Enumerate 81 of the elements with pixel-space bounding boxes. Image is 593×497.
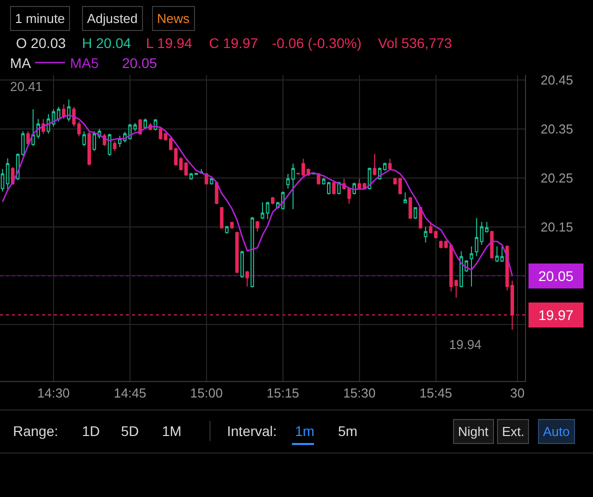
text: News xyxy=(157,11,190,26)
candlestick xyxy=(490,230,494,260)
candlestick xyxy=(352,182,356,195)
text: 1m xyxy=(295,423,314,439)
text: Ext. xyxy=(502,424,524,439)
candlestick xyxy=(138,118,142,136)
x-tick-label: 15:30 xyxy=(343,386,376,401)
text: Interval: xyxy=(227,423,277,439)
candlestick xyxy=(470,246,474,288)
text: 1M xyxy=(162,423,182,439)
text: 1 minute xyxy=(15,11,65,26)
text: 5D xyxy=(121,423,139,439)
line-series xyxy=(2,114,513,276)
candlestick xyxy=(230,221,234,230)
x-tick-label: 14:45 xyxy=(114,386,146,401)
y-tick-label: 20.35 xyxy=(540,121,574,136)
legend-label: MA5 xyxy=(70,55,99,72)
text: Night xyxy=(458,424,489,439)
candlestick xyxy=(500,246,504,263)
candlestick xyxy=(82,130,86,146)
candlestick xyxy=(245,270,249,288)
candlestick xyxy=(214,182,218,205)
candlestick xyxy=(210,177,214,186)
candlestick xyxy=(108,133,112,156)
text: H 20.04 xyxy=(82,35,132,51)
candlestick xyxy=(388,158,392,170)
candlestick xyxy=(424,226,428,243)
text: Adjusted xyxy=(87,11,138,26)
y-tick-label: 20.15 xyxy=(540,219,574,234)
text: 1D xyxy=(82,423,100,439)
y-tick-label: 20.45 xyxy=(540,72,574,88)
candlestick xyxy=(240,250,244,278)
candlestick xyxy=(250,216,254,288)
candlestick xyxy=(220,206,224,230)
x-tick-label: 15:00 xyxy=(190,386,223,401)
candlestick xyxy=(72,106,76,127)
x-tick-label: 15:15 xyxy=(266,386,300,401)
candlestick xyxy=(77,121,81,137)
text: O 20.03 xyxy=(16,35,66,51)
candlestick xyxy=(270,196,274,205)
y-tick-label: 20.25 xyxy=(540,170,574,186)
candlestick xyxy=(67,98,71,122)
text: MA xyxy=(10,55,32,71)
annotation: 20.41 xyxy=(10,79,43,94)
candlestick xyxy=(312,172,316,175)
text: 20.05 xyxy=(122,55,158,71)
text: Vol 536,773 xyxy=(378,35,452,51)
candlestick xyxy=(439,240,443,249)
candlestick xyxy=(332,181,336,195)
candlestick xyxy=(337,181,341,195)
x-tick-label: 14:30 xyxy=(37,386,70,401)
candlestick xyxy=(403,192,407,204)
annotation: 19.94 xyxy=(449,337,482,352)
text: Auto xyxy=(543,424,570,439)
candlestick xyxy=(184,162,188,176)
text: C 19.97 xyxy=(209,35,258,51)
x-tick-label: 30 xyxy=(510,386,525,401)
candlestick xyxy=(87,130,91,166)
ref-line-label: 19.97 xyxy=(538,307,574,323)
x-tick-label: 15:45 xyxy=(420,386,452,401)
candlestick xyxy=(112,140,116,152)
candlestick xyxy=(414,206,418,220)
candlestick xyxy=(225,225,229,234)
candlestick xyxy=(368,167,372,190)
candlestick xyxy=(372,153,376,176)
candlestick xyxy=(291,163,295,210)
candlestick xyxy=(408,196,412,220)
text: 5m xyxy=(338,423,358,439)
candlestick xyxy=(62,104,66,120)
text: Range: xyxy=(13,423,58,439)
text: -0.06 (-0.30%) xyxy=(272,35,362,51)
candlestick xyxy=(46,114,50,134)
candlestick xyxy=(256,220,260,232)
ref-line-label: 20.05 xyxy=(538,268,574,284)
candlestick xyxy=(154,118,158,131)
text: L 19.94 xyxy=(146,35,192,51)
candlestick xyxy=(495,246,499,263)
candlestick xyxy=(235,231,239,274)
candlestick xyxy=(133,122,137,132)
candlestick xyxy=(418,207,422,230)
candlestick xyxy=(286,173,290,190)
